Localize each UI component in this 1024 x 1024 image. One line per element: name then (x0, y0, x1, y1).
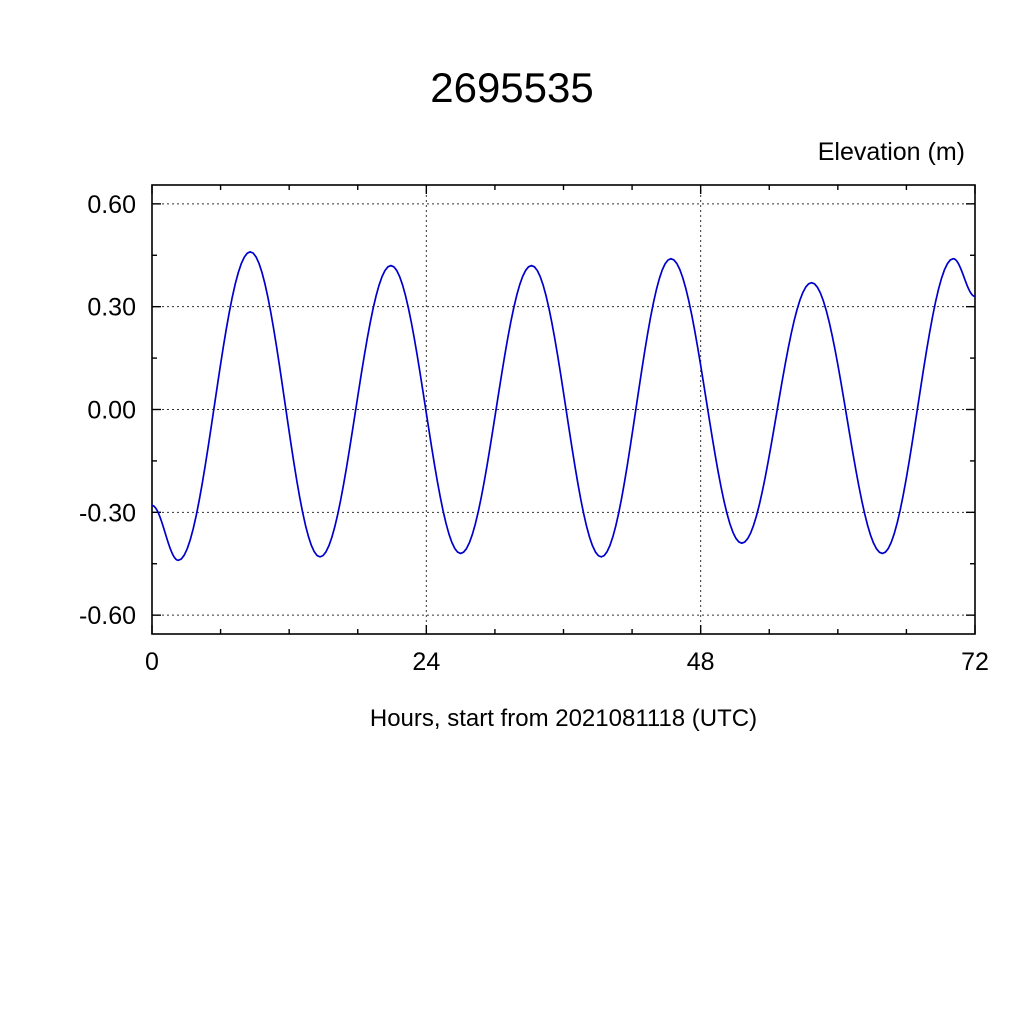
x-tick-label: 72 (961, 648, 989, 676)
y-tick-label: -0.30 (79, 499, 136, 527)
y-tick-label: 0.60 (87, 191, 136, 219)
y-tick-label: -0.60 (79, 602, 136, 630)
x-tick-label: 0 (145, 648, 159, 676)
y-tick-label: 0.30 (87, 294, 136, 322)
x-axis-label: Hours, start from 2021081118 (UTC) (369, 705, 758, 732)
y-tick-label: 0.00 (87, 397, 136, 425)
y-axis-title: Elevation (m) (817, 138, 965, 166)
x-tick-label: 48 (687, 648, 715, 676)
tide-curve (151, 250, 976, 562)
x-tick-label: 24 (412, 648, 440, 676)
chart-title: 2695535 (430, 64, 594, 111)
